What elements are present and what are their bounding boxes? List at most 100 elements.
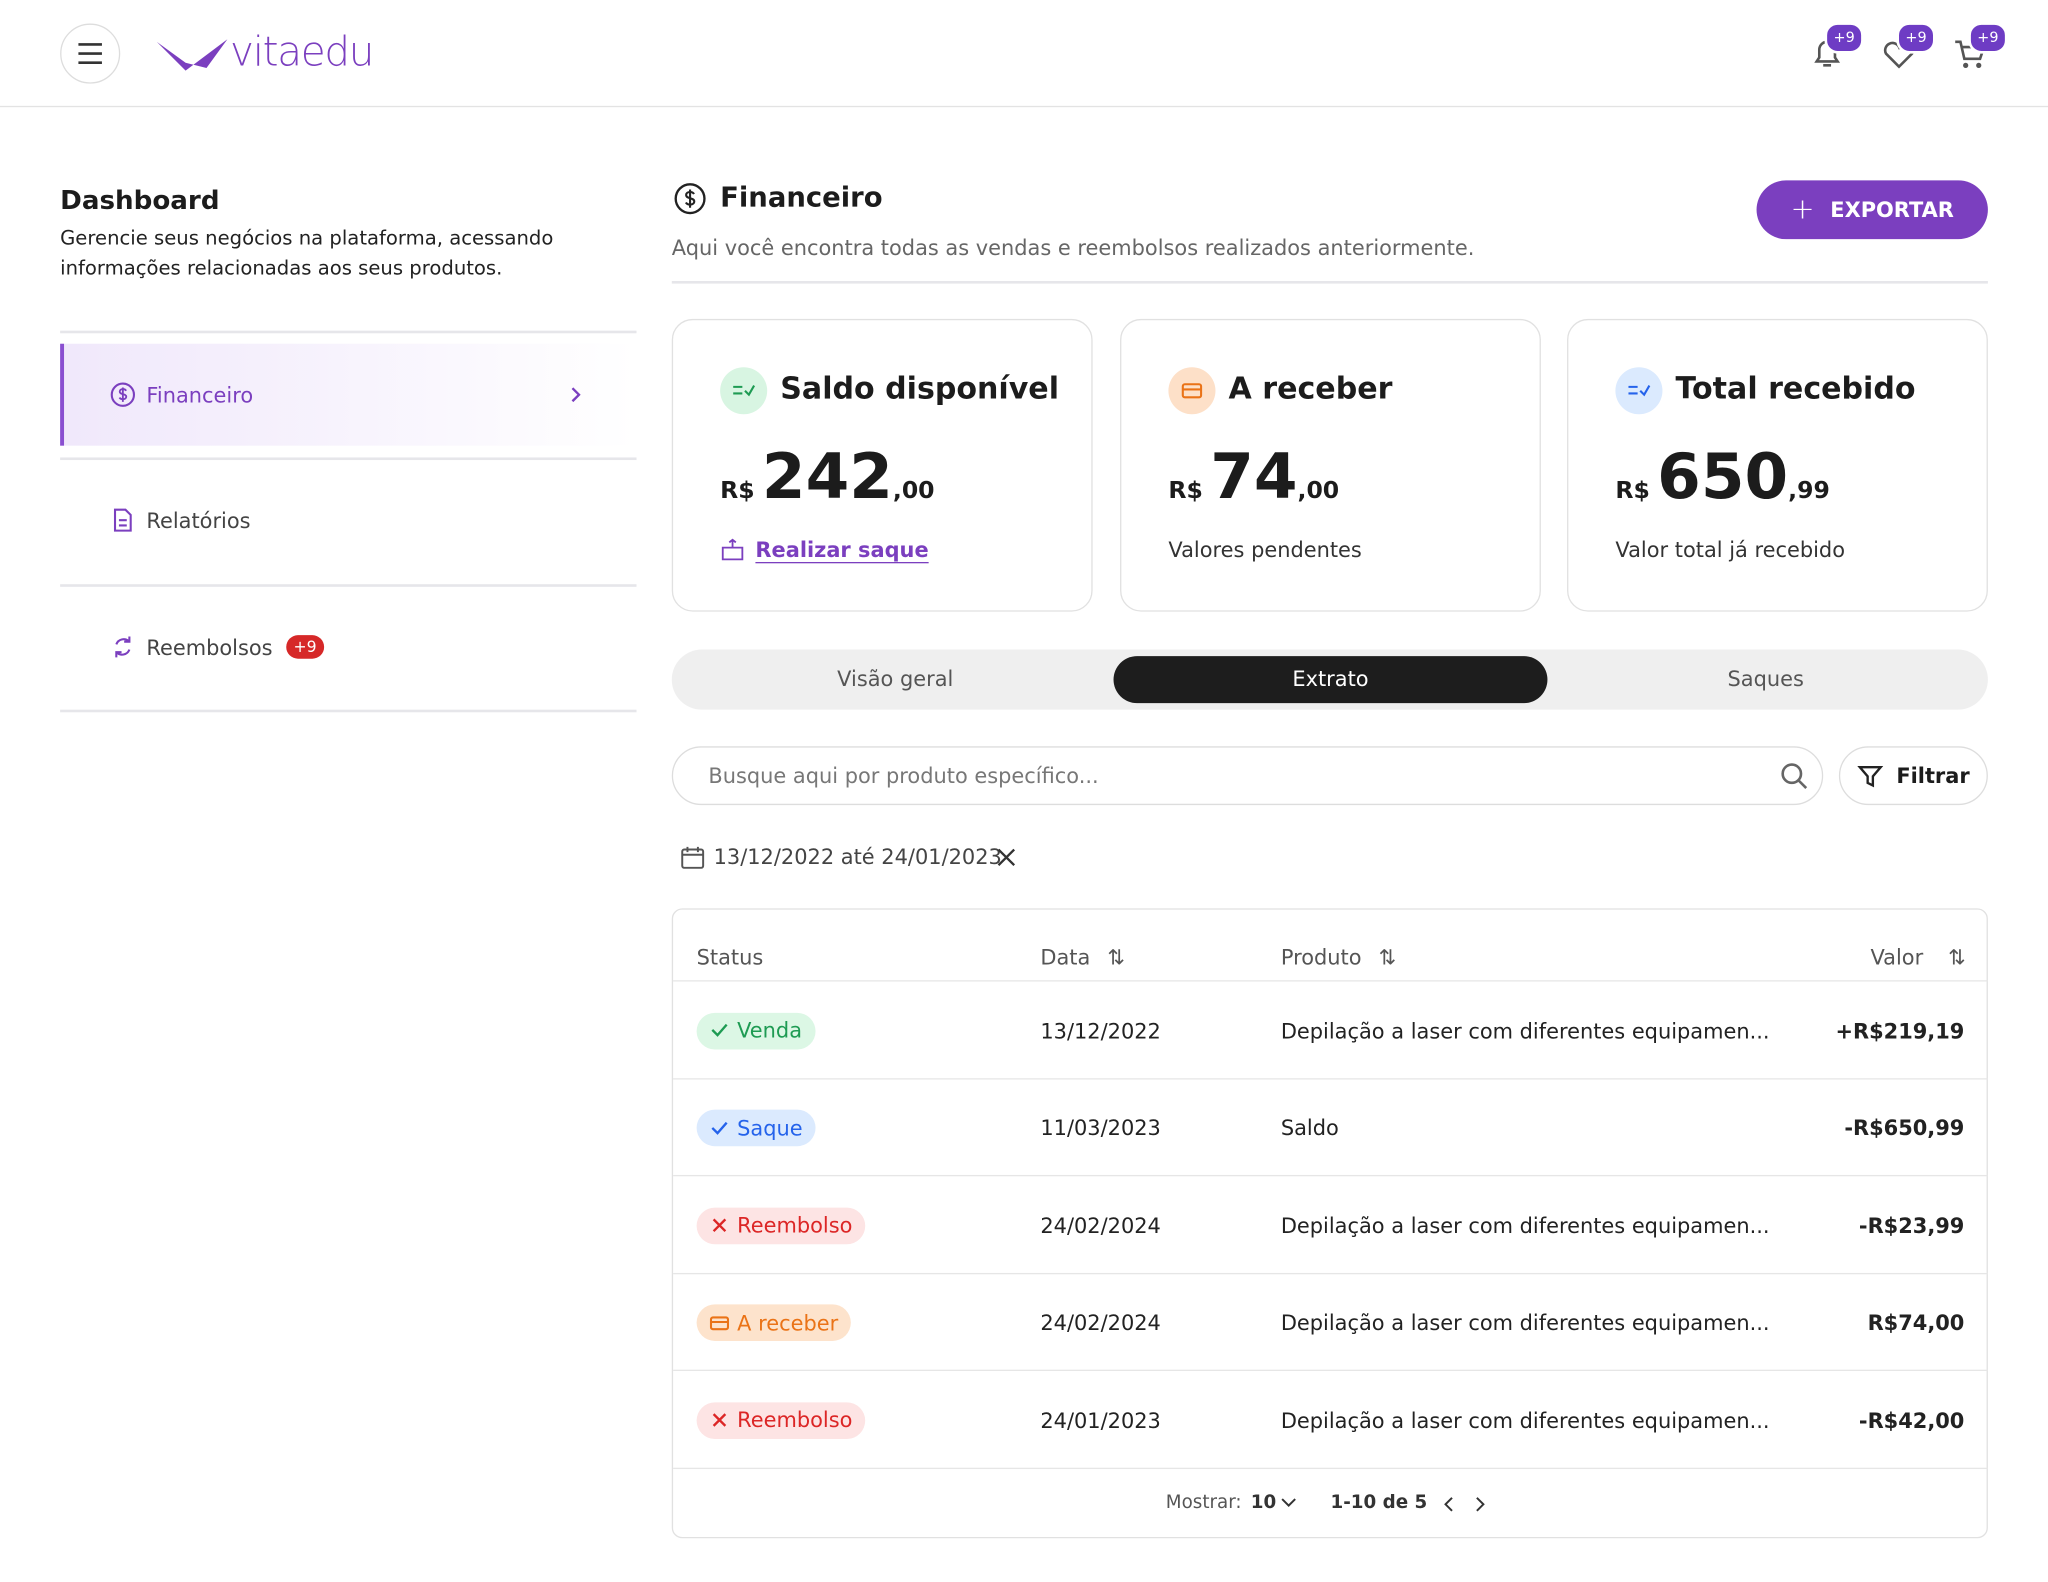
page-subtitle: Aqui você encontra todas as vendas e ree… — [671, 235, 1475, 261]
status: Reembolso — [737, 1213, 853, 1238]
status-pill: A receber — [696, 1304, 852, 1342]
withdraw-link[interactable]: Realizar saque — [720, 537, 929, 562]
amount: 74 — [1210, 440, 1298, 514]
plus-icon: + — [1790, 193, 1815, 227]
card-footer: Valor total já recebido — [1615, 537, 1845, 562]
product: Depilação a laser com diferentes equipam… — [1280, 1408, 1770, 1433]
divider — [60, 584, 637, 587]
card-amount: R$ 242,00 — [720, 440, 934, 513]
logo[interactable]: vitaedu — [230, 28, 374, 76]
header — [0, 0, 2048, 108]
receivable-card: A receber R$ 74,00 Valores pendentes — [1120, 318, 1541, 612]
date-range: 13/12/2022 até 24/01/2023 — [713, 844, 1002, 870]
table-row[interactable]: Venda 13/12/2022 Depilação a laser com dif… — [673, 980, 1988, 1079]
cents: ,00 — [892, 477, 935, 505]
filter-icon — [1857, 765, 1884, 787]
header-label: Valor — [1870, 944, 1924, 970]
card-title: Saldo disponível — [780, 372, 1060, 407]
status-pill: Reembolso — [696, 1207, 866, 1244]
divider — [60, 457, 637, 460]
menu-button[interactable] — [60, 23, 121, 84]
export-button[interactable]: + EXPORTAR — [1756, 180, 1988, 240]
tab[interactable]: Visão geral — [837, 666, 954, 692]
status-icon — [711, 1023, 728, 1037]
nav-item[interactable]: Relatórios — [60, 469, 636, 571]
page-title: Financeiro — [720, 181, 883, 214]
badge: +9 — [1968, 22, 2008, 54]
badge: +9 — [1824, 22, 1864, 54]
date: 24/02/2024 — [1040, 1310, 1161, 1336]
page-size[interactable]: 10 — [1250, 1492, 1277, 1514]
column-header: Status — [696, 944, 764, 970]
amount: 242 — [761, 440, 893, 514]
column-header[interactable]: Valor ⇅ — [1870, 944, 1966, 970]
status: Saque — [737, 1115, 803, 1141]
status-pill: Venda — [696, 1012, 816, 1049]
filter-button[interactable]: Filtrar — [1838, 746, 1988, 806]
product: Depilação a laser com diferentes equipam… — [1280, 1310, 1770, 1336]
product: Saldo — [1280, 1115, 1339, 1141]
table: Status Data ⇅ Produto ⇅ Valor ⇅ Venda 13/… — [671, 908, 1988, 1539]
divider — [60, 330, 637, 333]
nav-label: Financeiro — [146, 382, 254, 408]
column-header[interactable]: Produto ⇅ — [1280, 944, 1397, 970]
amount: 650 — [1657, 440, 1789, 514]
balance-card: Saldo disponível R$ 242,00 Realizar saqu… — [671, 318, 1093, 612]
card-title: Total recebido — [1675, 372, 1916, 407]
status-icon — [712, 1413, 727, 1428]
nav-label: Relatórios — [146, 507, 251, 533]
table-row[interactable]: Reembolso 24/01/2023 Depilação a laser com… — [673, 1370, 1988, 1469]
date: 24/02/2024 — [1040, 1213, 1161, 1238]
product: Depilação a laser com diferentes equipam… — [1280, 1018, 1770, 1043]
status-icon — [711, 1121, 728, 1135]
card-footer: Valores pendentes — [1168, 537, 1362, 562]
header-label: Produto — [1280, 944, 1362, 970]
tab[interactable]: Extrato — [1292, 666, 1369, 692]
calendar-icon — [681, 846, 705, 869]
card-amount: R$ 650,99 — [1615, 440, 1829, 513]
chevron — [571, 387, 581, 403]
clear-date[interactable] — [996, 847, 1017, 868]
date: 24/01/2023 — [1040, 1408, 1161, 1433]
divider — [671, 280, 1988, 283]
menu-icon — [78, 43, 102, 65]
prev-page[interactable] — [1442, 1495, 1458, 1513]
search-icon[interactable] — [1779, 761, 1810, 792]
card-amount: R$ 74,00 — [1168, 440, 1339, 513]
date: 11/03/2023 — [1040, 1115, 1161, 1141]
status: Venda — [737, 1018, 803, 1043]
sidebar-title: Dashboard — [60, 184, 220, 216]
tab[interactable]: Saques — [1727, 666, 1804, 692]
show-label: Mostrar: — [1165, 1492, 1242, 1514]
value: +R$219,19 — [1835, 1018, 1965, 1043]
nav-item[interactable]: Financeiro — [60, 343, 637, 446]
table-row[interactable]: Reembolso 24/02/2024 Depilação a laser com… — [673, 1175, 1988, 1274]
cents: ,00 — [1297, 477, 1340, 505]
next-page[interactable] — [1472, 1495, 1488, 1513]
card-icon — [720, 367, 768, 415]
card-icon — [1615, 367, 1663, 415]
document-icon — [113, 508, 132, 532]
table-row[interactable]: Saque 11/03/2023 Saldo -R$650,99 — [673, 1077, 1988, 1177]
sidebar-description: Gerencie seus negócios na plataforma, ac… — [60, 226, 554, 280]
card-icon — [1168, 367, 1216, 415]
table-row[interactable]: A receber 24/02/2024 Depilação a laser com… — [673, 1272, 1988, 1372]
column-header[interactable]: Data ⇅ — [1040, 944, 1125, 970]
currency: R$ — [1168, 477, 1203, 505]
currency: R$ — [1615, 477, 1650, 505]
withdraw-icon — [721, 538, 744, 561]
value: R$74,00 — [1867, 1310, 1965, 1336]
status: A receber — [737, 1310, 839, 1336]
nav-item[interactable]: Reembolsos +9 — [60, 596, 636, 698]
status: Reembolso — [737, 1408, 853, 1433]
card-title: A receber — [1228, 372, 1393, 407]
value: -R$23,99 — [1858, 1213, 1965, 1238]
divider — [60, 709, 637, 712]
search-input[interactable] — [671, 746, 1824, 806]
search-placeholder: Busque aqui por produto específico... — [708, 763, 1099, 789]
cents: ,99 — [1788, 477, 1830, 505]
total-card: Total recebido R$ 650,99 Valor total já … — [1567, 318, 1988, 612]
date: 13/12/2022 — [1040, 1018, 1161, 1043]
dropdown-icon[interactable] — [1281, 1496, 1297, 1509]
